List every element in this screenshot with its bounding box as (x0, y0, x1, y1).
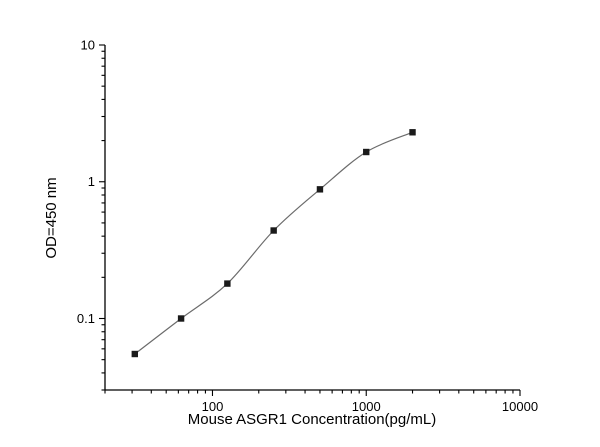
plot-layer: 100 1000 10000 0.1 1 10 (77, 38, 538, 415)
y-tick-label: 0.1 (77, 311, 95, 326)
x-tick-label: 10000 (502, 399, 538, 414)
data-point-marker (131, 350, 139, 358)
data-point-marker (316, 186, 324, 193)
data-point-marker (270, 227, 277, 234)
x-tick-label: 1000 (352, 399, 381, 414)
x-tick-label: 100 (202, 399, 224, 414)
x-axis-title: Mouse ASGR1 Concentration(pg/mL) (188, 411, 436, 428)
y-tick-label: 10 (81, 38, 95, 53)
data-point-marker (409, 129, 416, 136)
y-tick-label: 1 (88, 174, 95, 189)
curve-line (134, 131, 413, 355)
data-point-marker (177, 315, 185, 322)
y-axis-title: OD=450 nm (43, 177, 60, 258)
data-point-marker (363, 148, 370, 156)
data-point-marker (224, 280, 231, 287)
